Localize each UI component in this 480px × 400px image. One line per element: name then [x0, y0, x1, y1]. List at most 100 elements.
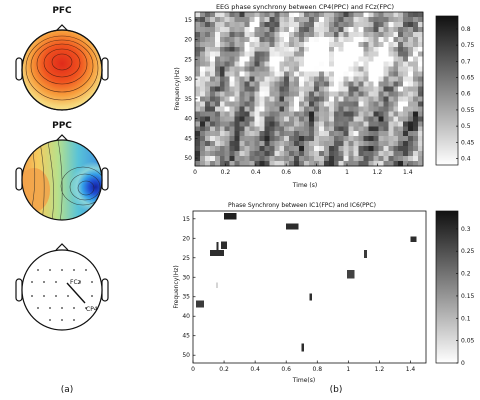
heat-cell: [249, 121, 255, 127]
heat-cell: [343, 61, 349, 67]
heat-cell: [408, 151, 414, 157]
heat-cell: [343, 21, 349, 28]
electrode-dot: [61, 319, 63, 321]
heat-cell: [318, 156, 325, 162]
heat-cell: [348, 36, 354, 43]
heat-cell: [398, 46, 404, 53]
heat-cell: [393, 46, 399, 53]
heat-cell: [418, 86, 424, 92]
heat-cell: [318, 56, 325, 62]
heat-cell: [393, 61, 399, 67]
heat-cell: [214, 26, 221, 33]
heat-cell: [403, 156, 409, 162]
heat-cell: [398, 66, 404, 72]
electrode-dot: [31, 281, 33, 283]
heat-cell: [398, 136, 404, 142]
heat-cell: [304, 156, 310, 162]
heat-cell: [279, 51, 285, 58]
heat-cell: [418, 96, 424, 102]
heat-cell: [403, 131, 409, 137]
heat-cell: [358, 146, 364, 152]
heat-cell: [259, 41, 265, 48]
heat-cell: [403, 26, 409, 33]
heat-cell: [363, 131, 369, 137]
synchrony-patch: [363, 249, 367, 258]
heat-cell: [358, 151, 364, 157]
heat-cell: [269, 12, 275, 18]
heat-cell: [393, 156, 399, 162]
heat-cell: [244, 16, 250, 23]
heat-cell: [328, 116, 335, 122]
heat-cell: [195, 106, 201, 112]
heat-cell: [378, 36, 384, 43]
heat-cell: [403, 36, 409, 43]
heat-cell: [373, 101, 379, 107]
heat-cell: [418, 12, 424, 18]
heat-cell: [403, 71, 409, 77]
heat-cell: [304, 106, 310, 112]
heat-cell: [304, 41, 310, 48]
heat-cell: [264, 161, 270, 167]
heat-cell: [304, 56, 310, 62]
heat-cell: [363, 161, 369, 167]
heat-cell: [413, 36, 419, 43]
heat-cell: [254, 136, 260, 142]
heat-cell: [393, 161, 399, 167]
heat-cell: [249, 31, 255, 38]
chart2-colorbar: [435, 210, 459, 364]
heat-cell: [323, 71, 330, 77]
heat-cell: [249, 21, 255, 28]
heat-cell: [214, 86, 221, 92]
heat-cell: [373, 106, 379, 112]
heat-cell: [279, 81, 285, 87]
heat-cell: [413, 121, 419, 127]
heat-cell: [378, 66, 384, 72]
heat-cell: [318, 16, 325, 23]
y-tick-label: 30: [184, 76, 192, 83]
heat-cell: [323, 101, 330, 107]
heat-cell: [338, 16, 344, 23]
heat-cell: [323, 116, 330, 122]
heat-cell: [338, 31, 344, 38]
heat-cell: [358, 66, 364, 72]
heat-cell: [413, 126, 419, 132]
y-tick-label: 50: [182, 352, 190, 359]
electrode-dot: [85, 307, 87, 309]
heat-cell: [284, 36, 290, 43]
heat-cell: [418, 146, 424, 152]
heat-cell: [279, 31, 285, 38]
heat-cell: [224, 76, 230, 82]
heat-cell: [363, 71, 369, 77]
heat-cell: [249, 86, 255, 92]
heat-cell: [284, 86, 290, 92]
heat-cell: [358, 161, 364, 167]
heat-cell: [343, 26, 349, 33]
heat-cell: [398, 31, 404, 38]
heat-cell: [269, 86, 275, 92]
heat-cell: [338, 36, 344, 43]
heat-cell: [199, 106, 206, 112]
heat-cell: [269, 146, 275, 152]
heat-cell: [338, 96, 344, 102]
heat-cell: [254, 61, 260, 67]
heat-cell: [333, 26, 340, 33]
heat-cell: [393, 26, 399, 33]
heat-cell: [358, 26, 364, 33]
colorbar-tick-label: 0.2: [461, 271, 471, 278]
heat-cell: [269, 61, 275, 67]
heat-cell: [388, 56, 394, 62]
heat-cell: [343, 136, 349, 142]
heat-cell: [299, 56, 305, 62]
heat-cell: [274, 66, 280, 72]
heat-cell: [195, 46, 201, 53]
heat-cell: [259, 86, 265, 92]
heat-cell: [259, 131, 265, 137]
heat-cell: [408, 161, 414, 167]
heat-cell: [408, 51, 414, 58]
heat-cell: [363, 136, 369, 142]
heat-cell: [214, 46, 221, 53]
heat-cell: [408, 131, 414, 137]
heat-cell: [343, 141, 349, 147]
heat-cell: [224, 31, 230, 38]
heat-cell: [393, 126, 399, 132]
